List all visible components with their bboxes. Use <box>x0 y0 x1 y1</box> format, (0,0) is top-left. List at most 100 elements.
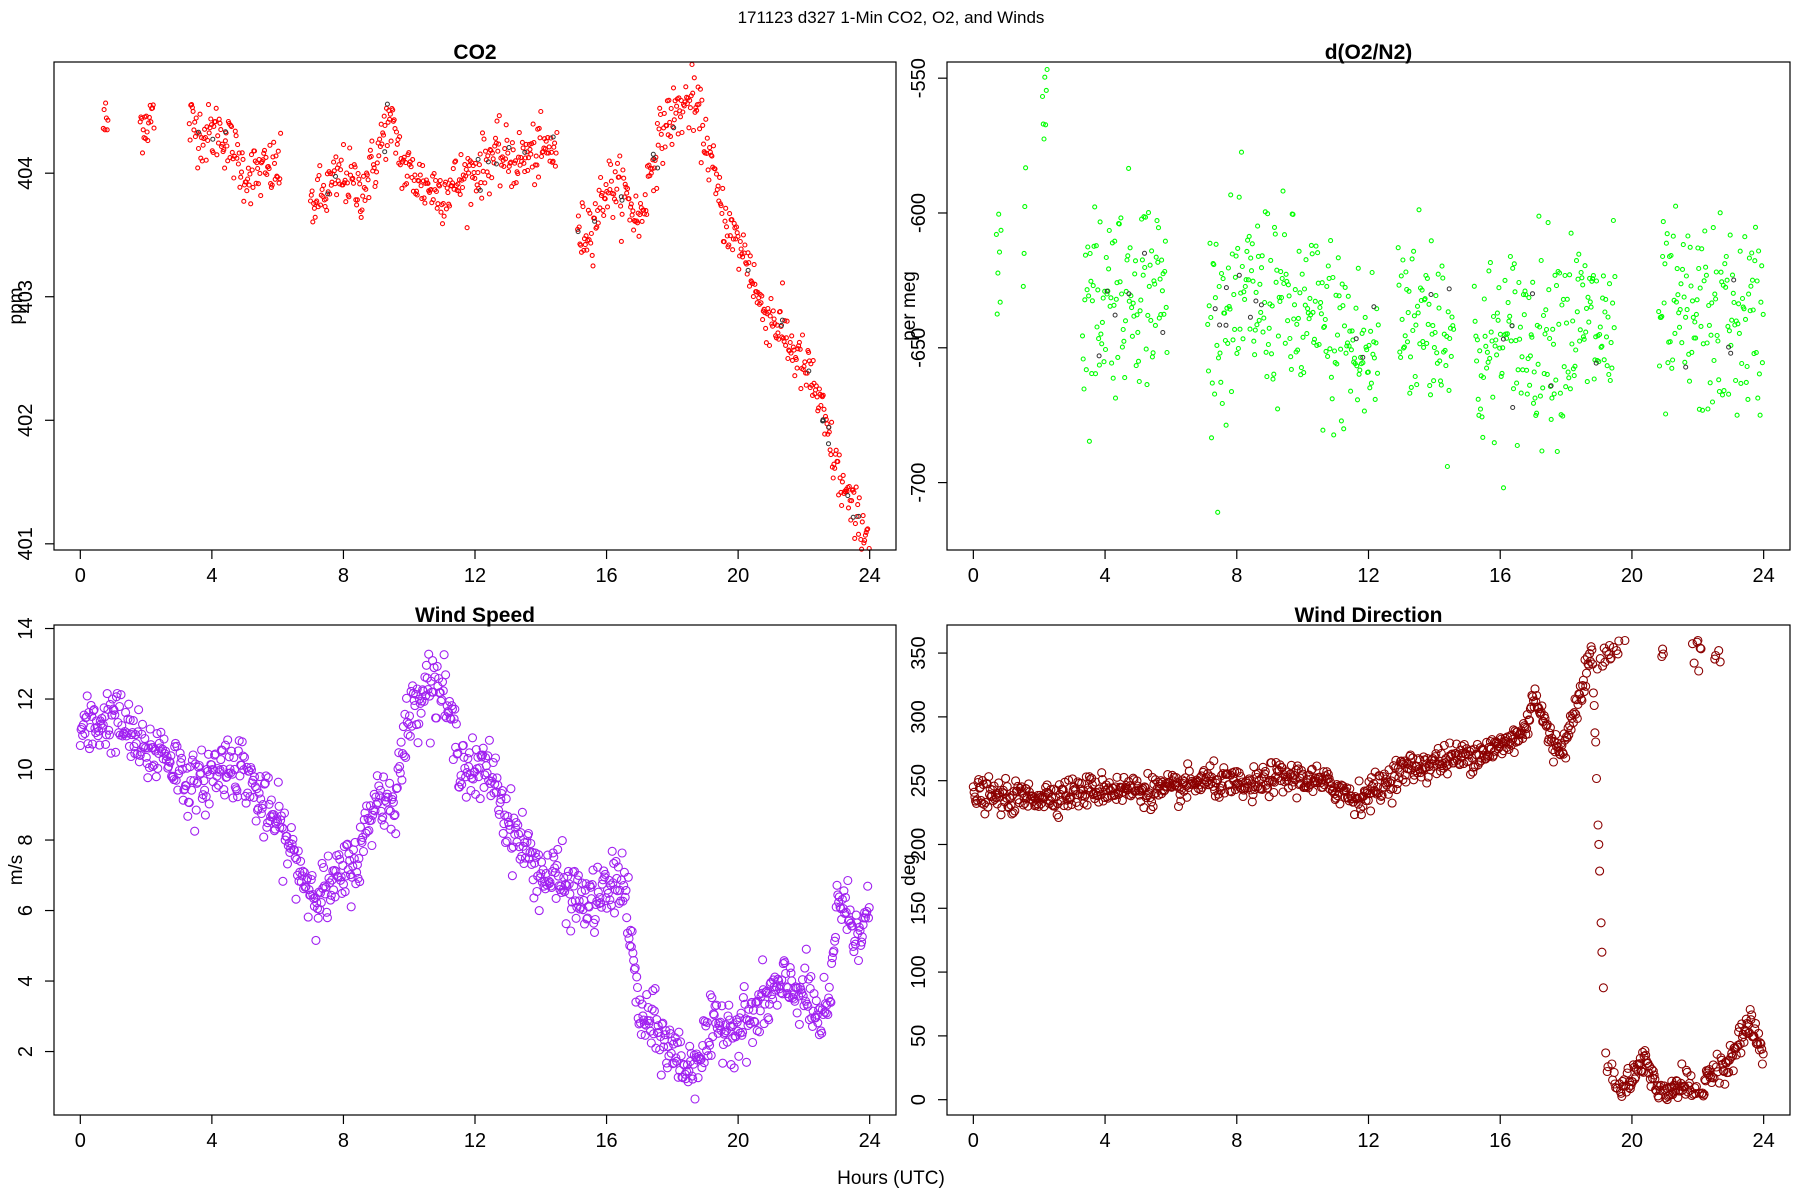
data-point <box>1271 371 1277 377</box>
data-point <box>709 153 715 159</box>
data-point <box>648 986 658 996</box>
data-point <box>1329 396 1335 402</box>
data-point <box>404 173 410 179</box>
data-point <box>1094 324 1100 330</box>
data-point <box>527 146 533 152</box>
data-point <box>324 207 330 213</box>
data-point <box>1398 273 1404 279</box>
data-point <box>588 240 594 246</box>
data-point <box>645 1026 656 1036</box>
data-point <box>1474 358 1480 364</box>
data-point <box>195 769 205 779</box>
data-point <box>147 761 158 771</box>
data-point <box>419 696 429 706</box>
data-point <box>140 127 146 133</box>
data-point <box>1574 309 1580 315</box>
data-point <box>137 719 148 729</box>
data-point <box>1369 269 1375 276</box>
data-point <box>451 719 461 729</box>
data-point <box>1522 710 1532 720</box>
data-point <box>1591 376 1597 382</box>
y-tick-label: 10 <box>15 758 37 780</box>
data-point <box>1297 290 1303 296</box>
data-point <box>190 108 196 114</box>
data-point <box>1285 318 1291 324</box>
data-point <box>1447 335 1453 342</box>
data-point <box>1713 296 1719 302</box>
data-point <box>806 368 812 374</box>
data-point <box>1101 359 1107 365</box>
data-point <box>279 808 290 818</box>
data-point <box>1726 328 1732 334</box>
data-point <box>599 190 605 196</box>
data-point <box>1593 820 1603 830</box>
data-point <box>713 191 719 197</box>
data-point <box>1388 784 1398 794</box>
data-point <box>1123 288 1129 294</box>
data-point <box>763 325 769 331</box>
data-point <box>1404 339 1411 345</box>
data-point <box>1406 288 1412 294</box>
data-point <box>1353 336 1359 342</box>
data-point <box>830 932 841 942</box>
x-tick-label: 20 <box>1621 565 1643 587</box>
data-point <box>186 775 196 786</box>
data-point <box>548 149 555 155</box>
data-point <box>475 794 485 804</box>
data-point <box>1487 355 1493 361</box>
data-point <box>684 1066 694 1076</box>
data-point <box>1426 301 1432 307</box>
data-point <box>487 773 497 783</box>
data-point <box>296 856 306 866</box>
data-point <box>830 936 840 946</box>
data-point <box>1300 334 1306 340</box>
data-point <box>419 196 425 202</box>
data-point <box>1007 809 1017 819</box>
data-point <box>1515 367 1521 373</box>
data-point <box>260 157 266 163</box>
data-point <box>726 1060 736 1070</box>
y-tick-label: 200 <box>908 828 930 861</box>
data-point <box>523 141 529 147</box>
data-point <box>1149 248 1155 254</box>
data-point <box>1317 304 1323 311</box>
data-point <box>1689 298 1696 304</box>
data-point <box>649 166 655 172</box>
data-point <box>657 1019 667 1029</box>
data-point <box>801 363 807 370</box>
data-point <box>1468 767 1478 777</box>
data-point <box>1670 357 1676 363</box>
data-point <box>532 886 542 897</box>
data-point <box>374 781 384 791</box>
data-point <box>1407 354 1414 360</box>
data-point <box>1228 192 1234 198</box>
data-point <box>607 186 613 193</box>
data-point <box>1099 319 1105 325</box>
data-point <box>857 937 867 947</box>
data-point <box>1703 1066 1713 1076</box>
data-point <box>706 1050 716 1060</box>
data-point <box>1134 312 1140 318</box>
data-point <box>1205 321 1211 327</box>
data-point <box>727 211 733 217</box>
data-point <box>406 150 412 156</box>
data-point <box>364 172 370 178</box>
data-point <box>197 745 207 755</box>
data-point <box>1301 286 1308 292</box>
data-point <box>342 840 352 850</box>
data-point <box>213 105 219 111</box>
data-point <box>249 772 260 782</box>
data-point <box>1144 788 1154 798</box>
data-point <box>273 777 283 787</box>
data-point <box>1041 136 1047 142</box>
data-point <box>139 150 146 156</box>
x-tick-label: 4 <box>1100 1130 1111 1152</box>
data-point <box>1590 273 1596 279</box>
data-point <box>1042 74 1048 80</box>
data-point <box>808 361 814 367</box>
data-point <box>623 872 633 882</box>
data-point <box>229 149 235 155</box>
data-point <box>750 1017 760 1027</box>
data-point <box>1242 283 1248 290</box>
data-point <box>1139 257 1145 263</box>
